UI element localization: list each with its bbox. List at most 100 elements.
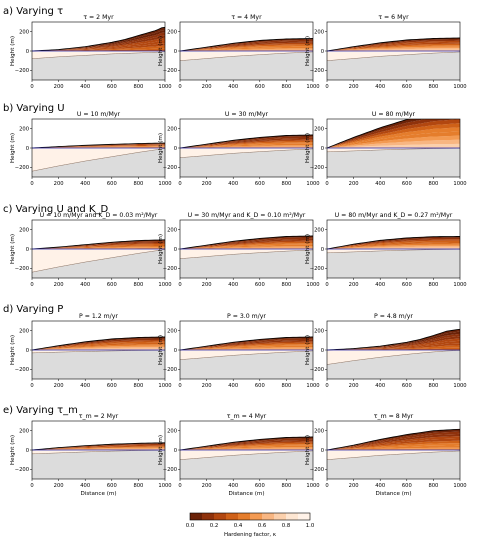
x-tick-label: 400 [375,84,385,90]
colorbar-tick-4: 0.8 [282,523,291,529]
base-line [327,350,460,365]
panel-d3: P = 4.8 m/yr 0 200 400 600 800 1000 200 0 −200 Hei… [305,313,467,389]
panel-d2: P = 3.0 m/yr 0 200 400 600 800 1000 200 0 −200 Hei… [158,313,320,389]
base-line [32,51,165,59]
x-tick-label: 0 [178,84,181,90]
hardening-band [180,246,313,249]
surface-line [327,37,460,52]
x-tick-label: 200 [54,181,64,187]
hardening-band [180,38,313,51]
surface-line [32,142,165,149]
hardening-band [327,237,460,249]
x-tick-label: 400 [228,282,238,288]
x-tick-label: 400 [80,181,90,187]
panel-title: P = 3.0 m/yr [227,313,266,320]
base-line [327,51,460,61]
y-tick-label: 0 [26,247,29,253]
y-tick-label: 200 [19,126,29,132]
y-tick-label: −200 [15,367,29,373]
x-tick-label: 200 [54,383,64,389]
x-tick-label: 200 [349,282,359,288]
hardening-band [327,139,460,148]
y-tick-label: 200 [19,428,29,434]
x-tick-label: 600 [402,84,412,90]
base-line [180,249,313,259]
hardening-band [327,246,460,249]
base-line [32,449,165,455]
y-tick-label: −200 [163,367,177,373]
y-axis-label: Height (m) [158,234,164,264]
hardening-band [32,240,165,249]
x-tick-label: 0 [325,84,328,90]
x-tick-label: 600 [255,282,265,288]
panel-title: τ = 2 Myr [83,14,114,21]
hardening-band [180,336,313,350]
x-tick-label: 0 [30,383,33,389]
x-tick-label: 200 [54,483,64,489]
hardening-band [327,236,460,249]
hardening-band [327,340,460,350]
colorbar-tick-3: 0.6 [258,523,267,529]
panel-title: U = 10 m/Myr and K_D = 0.03 m²/Myr [40,212,158,219]
y-tick-label: 200 [167,227,177,233]
bedrock-area [180,148,313,177]
colorbar-cell [190,513,203,520]
hardening-band [180,44,313,51]
hardening-band [32,344,165,350]
panel-grid: τ = 2 Myr 0 200 400 600 800 1000 200 0 −200 Height… [10,14,467,497]
base-line [327,147,460,153]
x-tick-label: 200 [349,483,359,489]
bedrock-area [32,249,165,278]
hardening-band [327,119,460,148]
hardening-band [180,444,313,450]
section-b-label: b) Varying U [3,103,65,114]
y-tick-label: 0 [174,448,177,454]
x-tick-label: 600 [255,383,265,389]
x-tick-label: 0 [30,84,33,90]
panel-title: U = 80 m/Myr and K_D = 0.27 m²/Myr [335,212,453,219]
surface-line [327,119,411,149]
surface-line [180,336,313,351]
panel-e2: τ_m = 4 Myr 0 200 400 600 800 1000 200 0 −200 Heig… [158,413,320,497]
hardening-band [32,446,165,450]
hardening-band [180,136,313,148]
x-tick-label: 600 [402,282,412,288]
hardening-band [32,442,165,450]
y-axis-label: Height (m) [10,133,16,163]
hardening-band [180,441,313,450]
x-tick-label: 600 [255,181,265,187]
x-tick-label: 1000 [306,483,319,489]
y-tick-label: 0 [321,448,324,454]
x-tick-label: 400 [228,483,238,489]
surface-line [327,428,460,451]
x-tick-label: 1000 [158,84,171,90]
x-tick-label: 1000 [453,483,466,489]
y-tick-label: −200 [163,467,177,473]
x-tick-label: 800 [428,181,438,187]
bedrock-area [327,450,460,479]
x-tick-label: 400 [375,282,385,288]
surface-line [32,336,165,351]
hardening-band [32,336,165,350]
x-tick-label: 0 [325,181,328,187]
hardening-band [327,40,460,51]
x-tick-label: 200 [202,483,212,489]
x-tick-label: 800 [133,84,143,90]
bedrock-area [327,350,460,379]
panel-title: U = 80 m/Myr [372,111,416,118]
hardening-band [32,347,165,350]
hardening-band [32,146,165,148]
colorbar-tick-2: 0.4 [234,523,243,529]
hardening-band [32,341,165,350]
hardening-band [180,134,313,148]
x-axis-label: Distance (m) [80,491,116,497]
hardening-band [180,341,313,350]
x-tick-label: 600 [402,383,412,389]
hardening-band [327,429,460,450]
y-axis-label: Height (m) [305,335,311,365]
hardening-band [180,436,313,450]
colorbar-cell [250,513,263,520]
y-tick-label: 200 [19,328,29,334]
hardening-band [32,245,165,249]
x-tick-label: 1000 [158,181,171,187]
